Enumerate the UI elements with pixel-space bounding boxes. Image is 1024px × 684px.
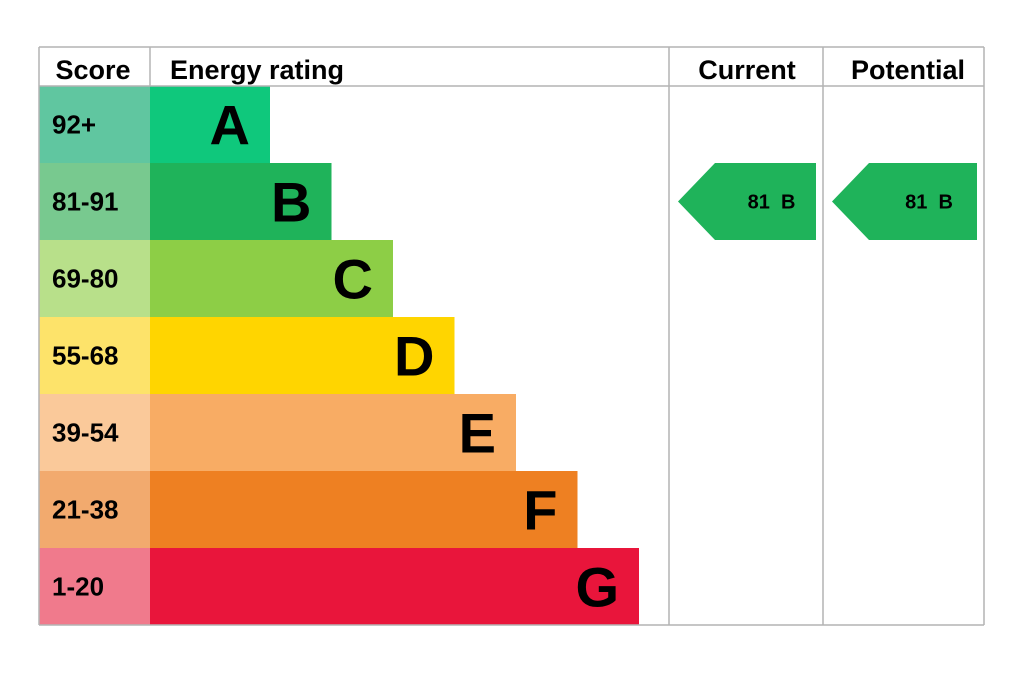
- band-bar-a: [150, 86, 270, 163]
- grid-layer: [38, 46, 985, 626]
- score-label-f: 21-38: [52, 495, 119, 525]
- band-bar-f: [150, 471, 578, 548]
- potential-rating-arrow: [832, 163, 977, 240]
- band-letter-g: G: [575, 556, 619, 619]
- potential-rating-label: 81 B: [905, 192, 953, 214]
- band-letter-c: C: [333, 248, 373, 311]
- bands-layer: 92+ A 81-91 B 69-80 C 55-68 D 39-54 E 21-38 F 1-20 G: [39, 86, 639, 625]
- score-cell-f: [39, 471, 150, 548]
- score-cell-a: [39, 86, 150, 163]
- band-letter-e: E: [459, 402, 496, 465]
- score-label-e: 39-54: [52, 418, 119, 448]
- header-row: Score Energy rating Current Potential: [55, 55, 965, 85]
- score-label-b: 81-91: [52, 187, 119, 217]
- current-rating-label: 81 B: [748, 192, 796, 214]
- band-bar-c: [150, 240, 393, 317]
- band-letter-a: A: [210, 94, 250, 157]
- score-label-a: 92+: [52, 110, 96, 140]
- current-rating-arrow: [678, 163, 816, 240]
- band-bar-e: [150, 394, 516, 471]
- band-letter-d: D: [394, 325, 434, 388]
- score-label-c: 69-80: [52, 264, 119, 294]
- score-label-g: 1-20: [52, 572, 104, 602]
- header-score: Score: [55, 55, 130, 85]
- band-bar-b: [150, 163, 332, 240]
- band-letter-b: B: [271, 171, 311, 234]
- rating-arrows: 81 B 81 B: [678, 163, 977, 240]
- score-label-d: 55-68: [52, 341, 119, 371]
- header-potential: Potential: [851, 55, 965, 85]
- score-cell-c: [39, 240, 150, 317]
- score-cell-b: [39, 163, 150, 240]
- score-cell-e: [39, 394, 150, 471]
- score-cell-g: [39, 548, 150, 625]
- band-bar-g: [150, 548, 639, 625]
- header-current: Current: [698, 55, 796, 85]
- header-energy-rating: Energy rating: [170, 55, 344, 85]
- score-cell-d: [39, 317, 150, 394]
- band-bar-d: [150, 317, 455, 394]
- band-letter-f: F: [523, 479, 557, 542]
